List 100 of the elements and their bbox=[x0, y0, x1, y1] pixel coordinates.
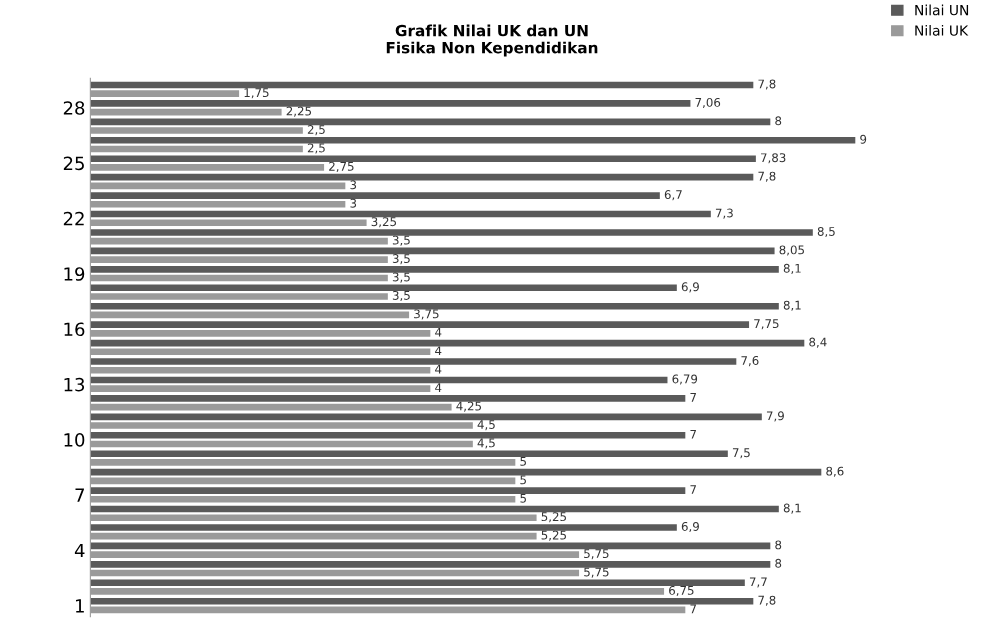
data-label: 6,9 bbox=[681, 282, 699, 293]
bar bbox=[90, 468, 822, 476]
bar bbox=[90, 358, 737, 365]
bar bbox=[90, 284, 677, 292]
data-label: 8,05 bbox=[779, 245, 804, 256]
bar bbox=[90, 450, 728, 458]
bar bbox=[90, 339, 805, 347]
bar bbox=[90, 524, 677, 531]
data-label: 7,9 bbox=[766, 411, 784, 422]
data-label: 5 bbox=[520, 475, 526, 485]
data-label: 7,75 bbox=[754, 319, 779, 330]
bar bbox=[90, 136, 856, 144]
data-label: 1,75 bbox=[244, 88, 269, 99]
data-label: 3,25 bbox=[371, 217, 397, 228]
data-label: 8 bbox=[775, 116, 782, 126]
data-label: 8,1 bbox=[783, 263, 801, 274]
data-label: 8,4 bbox=[809, 337, 827, 348]
data-label: 9 bbox=[860, 134, 867, 144]
bar bbox=[90, 431, 686, 439]
data-label: 4 bbox=[435, 346, 442, 356]
data-label: 2,25 bbox=[286, 106, 312, 117]
bar bbox=[90, 487, 686, 494]
bar bbox=[90, 192, 660, 199]
data-label: 3,5 bbox=[392, 290, 410, 302]
data-label: 3 bbox=[350, 198, 357, 208]
y-tick-label: 7 bbox=[75, 488, 84, 502]
bar bbox=[90, 302, 779, 310]
data-label: 3 bbox=[350, 180, 357, 190]
bar bbox=[90, 229, 813, 236]
data-label: 6,75 bbox=[669, 585, 694, 597]
bar bbox=[90, 395, 686, 402]
data-label: 7 bbox=[690, 485, 696, 494]
data-label: 2,75 bbox=[329, 161, 354, 173]
data-label: 7,8 bbox=[758, 79, 776, 90]
y-tick-label: 22 bbox=[63, 211, 84, 226]
data-label: 4 bbox=[435, 383, 442, 392]
bar bbox=[90, 321, 750, 328]
bar bbox=[90, 561, 771, 568]
bar bbox=[90, 118, 771, 126]
bar bbox=[90, 173, 754, 181]
data-label: 6,9 bbox=[681, 521, 699, 533]
bar bbox=[90, 542, 771, 550]
bar bbox=[90, 100, 691, 107]
data-label: 7,5 bbox=[732, 448, 750, 459]
y-tick-label: 28 bbox=[63, 101, 85, 115]
bar bbox=[90, 505, 779, 513]
bar bbox=[90, 81, 754, 89]
data-label: 5,75 bbox=[584, 549, 609, 560]
bar bbox=[90, 376, 668, 384]
legend-label: Nilai UK bbox=[915, 25, 969, 36]
data-label: 4 bbox=[435, 364, 442, 374]
data-label: 7,6 bbox=[741, 356, 759, 367]
data-label: 4,5 bbox=[477, 438, 495, 449]
data-label: 5,25 bbox=[541, 530, 566, 541]
data-label: 3,5 bbox=[392, 254, 410, 265]
data-label: 4 bbox=[435, 327, 442, 337]
y-tick-label: 13 bbox=[64, 377, 85, 392]
y-tick-label: 4 bbox=[74, 543, 85, 558]
data-label: 3,5 bbox=[392, 235, 410, 246]
data-label: 5 bbox=[520, 493, 526, 503]
data-label: 5,75 bbox=[584, 567, 609, 578]
data-label: 8 bbox=[775, 558, 782, 568]
legend-label: Nilai UN bbox=[915, 4, 969, 16]
data-label: 7,83 bbox=[761, 153, 786, 164]
bar bbox=[90, 210, 711, 218]
bar bbox=[90, 579, 745, 587]
y-tick-label: 19 bbox=[64, 267, 85, 281]
data-label: 8,5 bbox=[817, 226, 835, 238]
bar bbox=[90, 266, 779, 273]
data-label: 7 bbox=[690, 393, 696, 402]
y-tick-label: 16 bbox=[64, 322, 85, 337]
data-label: 8,1 bbox=[783, 503, 801, 514]
bar bbox=[90, 597, 754, 605]
data-label: 7 bbox=[690, 604, 696, 614]
data-label: 7,3 bbox=[715, 208, 733, 219]
data-label: 5,25 bbox=[541, 512, 566, 523]
chart-title: Grafik Nilai UK dan UN Fisika Non Kependidikan bbox=[386, 24, 598, 57]
data-label: 7,7 bbox=[749, 577, 767, 588]
data-label: 6,7 bbox=[664, 190, 682, 201]
data-label: 4,5 bbox=[477, 420, 495, 431]
bar bbox=[90, 155, 756, 163]
data-label: 7 bbox=[690, 429, 696, 439]
bar bbox=[90, 247, 775, 255]
data-label: 7,06 bbox=[695, 97, 721, 109]
data-label: 8,6 bbox=[826, 466, 844, 477]
data-label: 2,5 bbox=[307, 125, 325, 136]
data-label: 3,5 bbox=[392, 272, 410, 283]
y-tick-label: 25 bbox=[63, 156, 84, 171]
y-tick-label: 10 bbox=[64, 433, 85, 447]
data-label: 8 bbox=[775, 540, 782, 550]
data-label: 4,25 bbox=[456, 401, 482, 412]
data-label: 5 bbox=[520, 457, 526, 466]
data-label: 7,8 bbox=[758, 171, 776, 182]
data-label: 8,1 bbox=[783, 300, 801, 311]
bar bbox=[90, 413, 762, 421]
data-label: 6,79 bbox=[672, 374, 698, 385]
data-label: 2,5 bbox=[307, 143, 325, 154]
data-label: 7,8 bbox=[758, 595, 776, 606]
y-tick-label: 1 bbox=[75, 599, 84, 613]
data-label: 3,75 bbox=[414, 309, 439, 320]
